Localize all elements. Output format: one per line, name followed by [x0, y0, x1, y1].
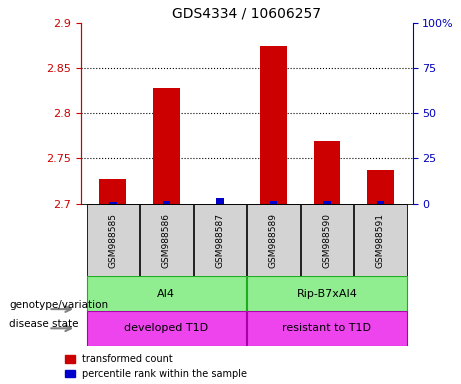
FancyBboxPatch shape	[87, 311, 246, 346]
FancyBboxPatch shape	[301, 204, 353, 276]
FancyBboxPatch shape	[87, 204, 139, 276]
Text: GSM988589: GSM988589	[269, 212, 278, 268]
Text: GSM988586: GSM988586	[162, 212, 171, 268]
Text: disease state: disease state	[9, 319, 79, 329]
Text: GSM988590: GSM988590	[322, 212, 331, 268]
Bar	[260, 46, 287, 204]
Text: GSM988587: GSM988587	[215, 212, 225, 268]
Text: developed T1D: developed T1D	[124, 323, 208, 333]
Bar	[270, 201, 277, 204]
Bar	[153, 88, 180, 204]
Bar	[216, 198, 224, 204]
FancyBboxPatch shape	[247, 204, 300, 276]
Bar	[313, 141, 340, 204]
Legend: transformed count, percentile rank within the sample: transformed count, percentile rank withi…	[65, 354, 247, 379]
FancyBboxPatch shape	[247, 311, 407, 346]
FancyBboxPatch shape	[247, 276, 407, 311]
Text: genotype/variation: genotype/variation	[9, 300, 108, 310]
FancyBboxPatch shape	[354, 204, 407, 276]
Text: GSM988591: GSM988591	[376, 212, 385, 268]
FancyBboxPatch shape	[140, 204, 193, 276]
Bar	[377, 201, 384, 204]
Bar	[100, 179, 126, 204]
Bar	[367, 170, 394, 204]
Text: GSM988585: GSM988585	[108, 212, 117, 268]
Bar	[163, 201, 170, 204]
FancyBboxPatch shape	[194, 204, 246, 276]
Bar	[323, 201, 331, 204]
FancyBboxPatch shape	[87, 276, 246, 311]
Text: resistant to T1D: resistant to T1D	[283, 323, 372, 333]
Bar	[109, 202, 117, 204]
Text: Rip-B7xAI4: Rip-B7xAI4	[296, 289, 357, 299]
Text: AI4: AI4	[157, 289, 175, 299]
Title: GDS4334 / 10606257: GDS4334 / 10606257	[172, 7, 321, 20]
